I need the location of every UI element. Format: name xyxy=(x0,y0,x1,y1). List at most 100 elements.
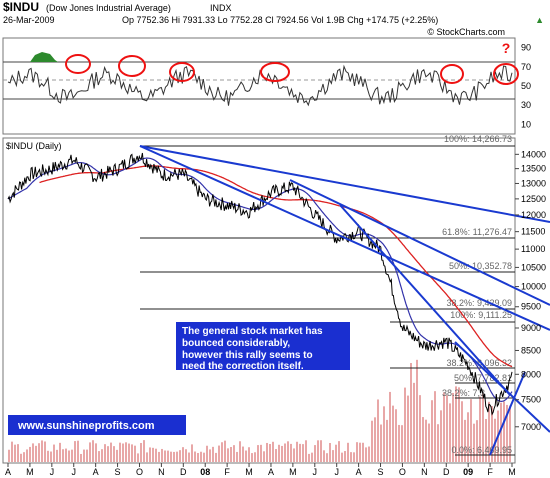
x-tick-label: A xyxy=(5,467,11,477)
volume-bar xyxy=(392,405,394,462)
volume-bar xyxy=(362,442,364,462)
x-tick-label: M xyxy=(289,467,297,477)
fibonacci-levels: 100%: 14,266.73 61.8%: 11,276.47 50%: 10… xyxy=(140,134,515,456)
volume-bar xyxy=(284,443,286,462)
volume-bar xyxy=(461,401,463,462)
volume-bar xyxy=(134,445,136,462)
volume-bar xyxy=(11,441,13,462)
rsi-tick-label: 30 xyxy=(521,100,531,110)
volume-bar xyxy=(503,401,505,462)
volume-bar xyxy=(341,452,343,462)
volume-bar xyxy=(137,453,139,462)
volume-bar xyxy=(248,447,250,462)
price-frame xyxy=(2,137,516,464)
volume-bar xyxy=(317,440,319,462)
volume-bar xyxy=(479,396,481,462)
volume-bar xyxy=(272,441,274,462)
volume-bar xyxy=(386,419,388,462)
x-tick-label: M xyxy=(245,467,253,477)
volume-bar xyxy=(23,452,25,462)
volume-bar xyxy=(140,442,142,462)
volume-bar xyxy=(374,417,376,462)
fib-label-50: 50%: 10,352.78 xyxy=(449,261,512,271)
volume-bar xyxy=(182,447,184,462)
volume-bar xyxy=(20,453,22,462)
fib-label-0: 0.0%: 6,469.95 xyxy=(451,445,512,455)
x-tick-label: A xyxy=(268,467,274,477)
volume-bar xyxy=(8,449,10,462)
volume-bar xyxy=(434,391,436,462)
trendlines xyxy=(139,145,550,456)
price-tick-label: 11000 xyxy=(521,244,545,254)
volume-bar xyxy=(470,399,472,462)
chart-date: 26-Mar-2009 xyxy=(3,15,55,25)
volume-bar xyxy=(464,419,466,462)
volume-bar xyxy=(95,443,97,462)
volume-bar xyxy=(143,440,145,462)
volume-bar xyxy=(233,445,235,462)
price-tick-label: 13000 xyxy=(521,178,546,188)
x-tick-label: S xyxy=(378,467,384,477)
rsi-circle-6 xyxy=(493,63,519,85)
x-tick-label: O xyxy=(399,467,406,477)
volume-bar xyxy=(197,453,199,462)
volume-bar xyxy=(473,423,475,462)
volume-bar xyxy=(152,447,154,462)
volume-bar xyxy=(44,441,46,462)
volume-bar xyxy=(305,440,307,462)
volume-bar xyxy=(122,443,124,462)
volume-bar xyxy=(200,451,202,462)
volume-bar xyxy=(188,452,190,462)
price-line xyxy=(7,152,513,416)
volume-bar xyxy=(212,446,214,462)
x-tick-label: F xyxy=(224,467,230,477)
rsi-circle-1 xyxy=(65,54,91,74)
volume-bar xyxy=(494,418,496,462)
price-y-axis: 14000 13500 13000 12500 12000 11500 11000 10500… xyxy=(515,149,546,432)
url-text: www.sunshineprofits.com xyxy=(17,420,155,432)
volume-bar xyxy=(14,444,16,462)
volume-bar xyxy=(488,401,490,462)
volume-bar xyxy=(410,363,412,462)
volume-bar xyxy=(491,406,493,462)
rsi-overbought-fill xyxy=(30,52,58,62)
trendline-3 xyxy=(289,179,550,306)
volume-bar xyxy=(383,406,385,462)
price-tick-label: 9000 xyxy=(521,323,541,333)
volume-bar xyxy=(155,448,157,462)
chart-quote: Op 7752.36 Hi 7931.33 Lo 7752.28 Cl 7924… xyxy=(122,15,438,25)
trendline-2 xyxy=(139,145,550,331)
rsi-tick-label: 10 xyxy=(521,119,531,129)
volume-bar xyxy=(65,448,67,462)
volume-bar xyxy=(365,447,367,462)
volume-bar xyxy=(26,449,28,462)
volume-bar xyxy=(89,442,91,462)
volume-bar xyxy=(221,442,223,462)
volume-bar xyxy=(29,446,31,462)
volume-bar xyxy=(338,441,340,462)
volume-bar xyxy=(74,441,76,462)
volume-bar xyxy=(110,442,112,462)
volume-bar xyxy=(371,420,373,462)
price-panel: $INDU (Daily) 100%: 14,266.73 61.8%: 11,… xyxy=(2,134,550,477)
volume-bar xyxy=(389,391,391,462)
volume-bar xyxy=(263,451,265,462)
volume-bar xyxy=(77,440,79,462)
rsi-tick-label: 70 xyxy=(521,62,531,72)
volume-bar xyxy=(320,440,322,462)
volume-bar xyxy=(194,451,196,462)
volume-bar xyxy=(269,444,271,462)
volume-bar xyxy=(485,418,487,462)
rsi-panel: ? 90 70 50 30 10 xyxy=(2,37,531,135)
volume-bar xyxy=(257,445,259,462)
price-tick-label: 8500 xyxy=(521,345,541,355)
volume-bar xyxy=(347,442,349,462)
volume-bar xyxy=(260,444,262,462)
volume-bar xyxy=(35,445,37,462)
volume-bar xyxy=(407,395,409,462)
volume-bar xyxy=(452,392,454,462)
x-tick-label: O xyxy=(136,467,143,477)
volume-bar xyxy=(53,444,55,462)
volume-bar xyxy=(32,443,34,462)
volume-bar xyxy=(158,451,160,462)
